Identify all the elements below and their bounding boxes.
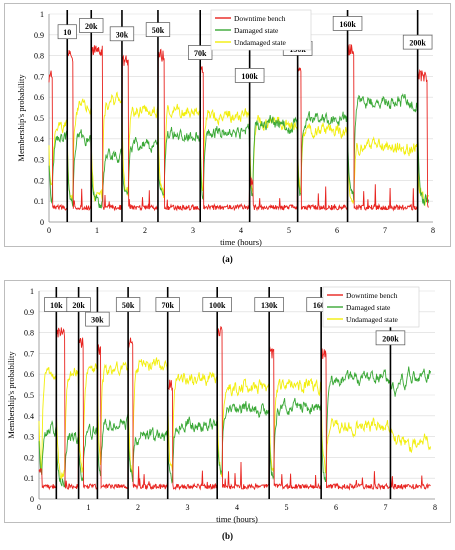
x-tick-label: 7 [384,503,388,512]
cycle-label: 10 [63,28,71,37]
cycle-label: 130k [261,301,278,310]
series-line-downtime-bench [48,43,429,212]
cycle-label-box [234,68,265,83]
x-tick-label: 4 [239,226,243,235]
chart-a-svg: 00.10.20.30.40.50.60.70.80.910 1 2 3 4 5 6 7 8ti… [16,9,435,247]
cycle-label: 50k [152,26,165,35]
cycle-label: 100k [241,72,258,81]
cycle-label-box [145,22,171,37]
y-axis-title: Membership's probability [16,74,26,162]
cycle-label-box [115,297,141,312]
cycle-label-box [155,297,180,312]
x-tick-label: 1 [95,226,99,235]
y-tick-label: 0.4 [34,135,44,144]
cycle-label-box [254,297,284,312]
y-tick-label: 0.7 [24,349,34,358]
legend-label: Downtime bench [234,14,286,23]
y-tick-label: 0.5 [24,391,34,400]
panel-label-b: (b) [222,531,233,541]
series-line-damaged-state [38,366,431,488]
cycle-label-box [188,45,213,60]
cycle-label: 10k [50,301,63,310]
cycle-label-box [79,18,104,33]
cycle-label-box [109,26,135,42]
y-tick-label: 0.4 [24,412,34,421]
cycle-label: 160k [313,301,330,310]
y-tick-label: 0.9 [34,31,44,40]
cycle-label: 20k [85,22,98,31]
cycle-label: 20k [72,301,85,310]
x-axis-title: time (hours) [220,237,262,247]
cycle-label-box [66,297,91,312]
y-tick-label: 0.8 [34,52,44,61]
x-tick-label: 2 [136,503,140,512]
x-tick-label: 7 [383,226,387,235]
cycle-label-box [375,330,406,346]
y-tick-label: 0.5 [34,114,44,123]
y-tick-label: 0.2 [34,176,44,185]
x-tick-label: 8 [433,503,437,512]
x-axis-title: time (hours) [216,514,258,524]
chart-b-svg: 0 0.1 0.2 0.3 0.4 0.5 0.6 0.7 0.8 0.9 1 0 1 2 3 4 5 6 7 8 ti… [6,286,437,524]
cycle-label: 50k [122,301,135,310]
y-tick-label: 0.3 [34,156,44,165]
cycle-label: 30k [116,30,129,39]
cycle-label: 30k [91,316,104,325]
cycle-label: 160k [339,20,356,29]
y-tick-label: 0.3 [24,433,34,442]
x-tick-label: 8 [431,226,435,235]
y-tick-label: 0.7 [34,72,44,81]
x-tick-label: 6 [335,226,339,235]
legend-label: Downtime bench [346,291,398,300]
cycle-label-box [85,311,110,327]
legend-label: Undamaged state [346,315,399,324]
x-tick-label: 2 [143,226,147,235]
legend-label: Undamaged state [234,38,287,47]
y-tick-label: 0.2 [24,453,34,462]
series-line-damaged-state [48,93,430,209]
y-tick-label: 0.8 [24,329,34,338]
cycle-label-box [332,16,363,31]
series-line-undamaged-state [38,357,431,481]
y-tick-label: 0.9 [24,308,34,317]
x-tick-label: 3 [191,226,195,235]
y-tick-label: 0.1 [24,474,34,483]
cycle-label: 200k [409,39,426,48]
cycle-label-box [57,24,77,40]
y-axis-title: Membership's probability [6,351,16,439]
series-line-downtime-bench [38,325,431,491]
legend-label: Damaged state [346,303,391,312]
cycle-label-box [402,34,433,50]
x-tick-label: 5 [287,226,291,235]
cycle-label: 70k [194,49,207,58]
legend-label: Damaged state [234,26,279,35]
series-line-undamaged-state [48,91,429,207]
y-tick-label: 1 [40,10,44,19]
y-tick-label: 0 [30,495,34,504]
x-tick-label: 5 [285,503,289,512]
chart-panel-b: 0 0.1 0.2 0.3 0.4 0.5 0.6 0.7 0.8 0.9 1 0 1 2 3 4 5 6 7 8 ti… [4,280,451,524]
chart-panel-a: 0 0.1 0.2 0.3 0.4 0.5 0.6 0.7 0.8 0.9 1 0 1 2 3 4 5 6 7 8 ti… [4,3,451,247]
x-tick-label: 3 [186,503,190,512]
x-tick-label: 0 [37,503,41,512]
y-tick-label: 0.6 [34,93,44,102]
panel-label-a: (a) [222,254,233,264]
y-tick-label: 0 [40,218,44,227]
x-tick-label: 1 [87,503,91,512]
cycle-label-box [202,297,232,312]
cycle-label: 200k [382,334,399,343]
x-tick-label: 0 [47,226,51,235]
cycle-label: 100k [209,301,226,310]
y-tick-label: 0.6 [24,370,34,379]
y-tick-label: 0.1 [34,197,44,206]
y-tick-label: 1 [30,287,34,296]
x-tick-label: 6 [334,503,338,512]
cycle-label: 70k [161,301,174,310]
x-tick-label: 4 [235,503,239,512]
